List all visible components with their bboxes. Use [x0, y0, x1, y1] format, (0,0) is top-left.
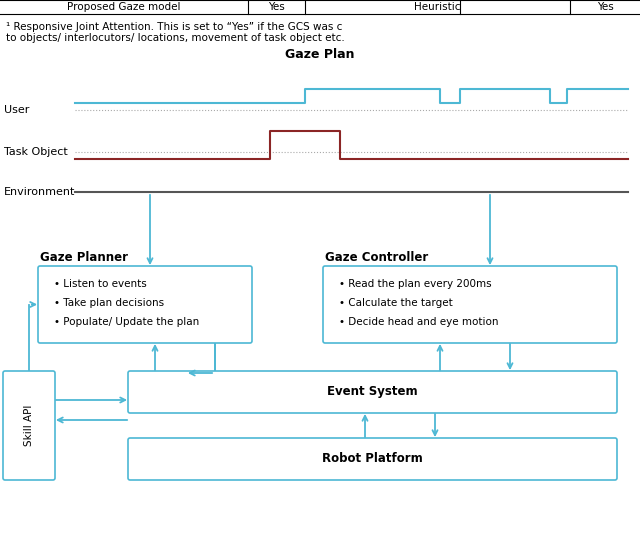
Text: • Decide head and eye motion: • Decide head and eye motion: [339, 317, 499, 327]
FancyBboxPatch shape: [128, 438, 617, 480]
Text: Task Object: Task Object: [4, 147, 68, 157]
Text: • Listen to events: • Listen to events: [54, 279, 147, 289]
Text: • Calculate the target: • Calculate the target: [339, 298, 452, 308]
Text: Gaze Plan: Gaze Plan: [285, 49, 355, 61]
Text: • Populate/ Update the plan: • Populate/ Update the plan: [54, 317, 199, 327]
Text: Heuristic: Heuristic: [414, 2, 461, 12]
FancyBboxPatch shape: [3, 371, 55, 480]
FancyBboxPatch shape: [38, 266, 252, 343]
Text: Proposed Gaze model: Proposed Gaze model: [67, 2, 180, 12]
FancyBboxPatch shape: [323, 266, 617, 343]
Text: Yes: Yes: [596, 2, 613, 12]
Text: • Read the plan every 200ms: • Read the plan every 200ms: [339, 279, 492, 289]
Text: Skill API: Skill API: [24, 405, 34, 446]
Text: Environment: Environment: [4, 187, 76, 197]
Text: to objects/ interlocutors/ locations, movement of task object etc.: to objects/ interlocutors/ locations, mo…: [6, 33, 345, 43]
Text: Yes: Yes: [268, 2, 285, 12]
Text: User: User: [4, 105, 29, 115]
Text: Robot Platform: Robot Platform: [322, 453, 423, 465]
FancyBboxPatch shape: [128, 371, 617, 413]
Text: Event System: Event System: [327, 386, 418, 398]
Text: Gaze Controller: Gaze Controller: [325, 251, 428, 264]
Text: Gaze Planner: Gaze Planner: [40, 251, 128, 264]
Text: ¹ Responsive Joint Attention. This is set to “Yes” if the GCS was c: ¹ Responsive Joint Attention. This is se…: [6, 22, 342, 32]
Text: • Take plan decisions: • Take plan decisions: [54, 298, 164, 308]
